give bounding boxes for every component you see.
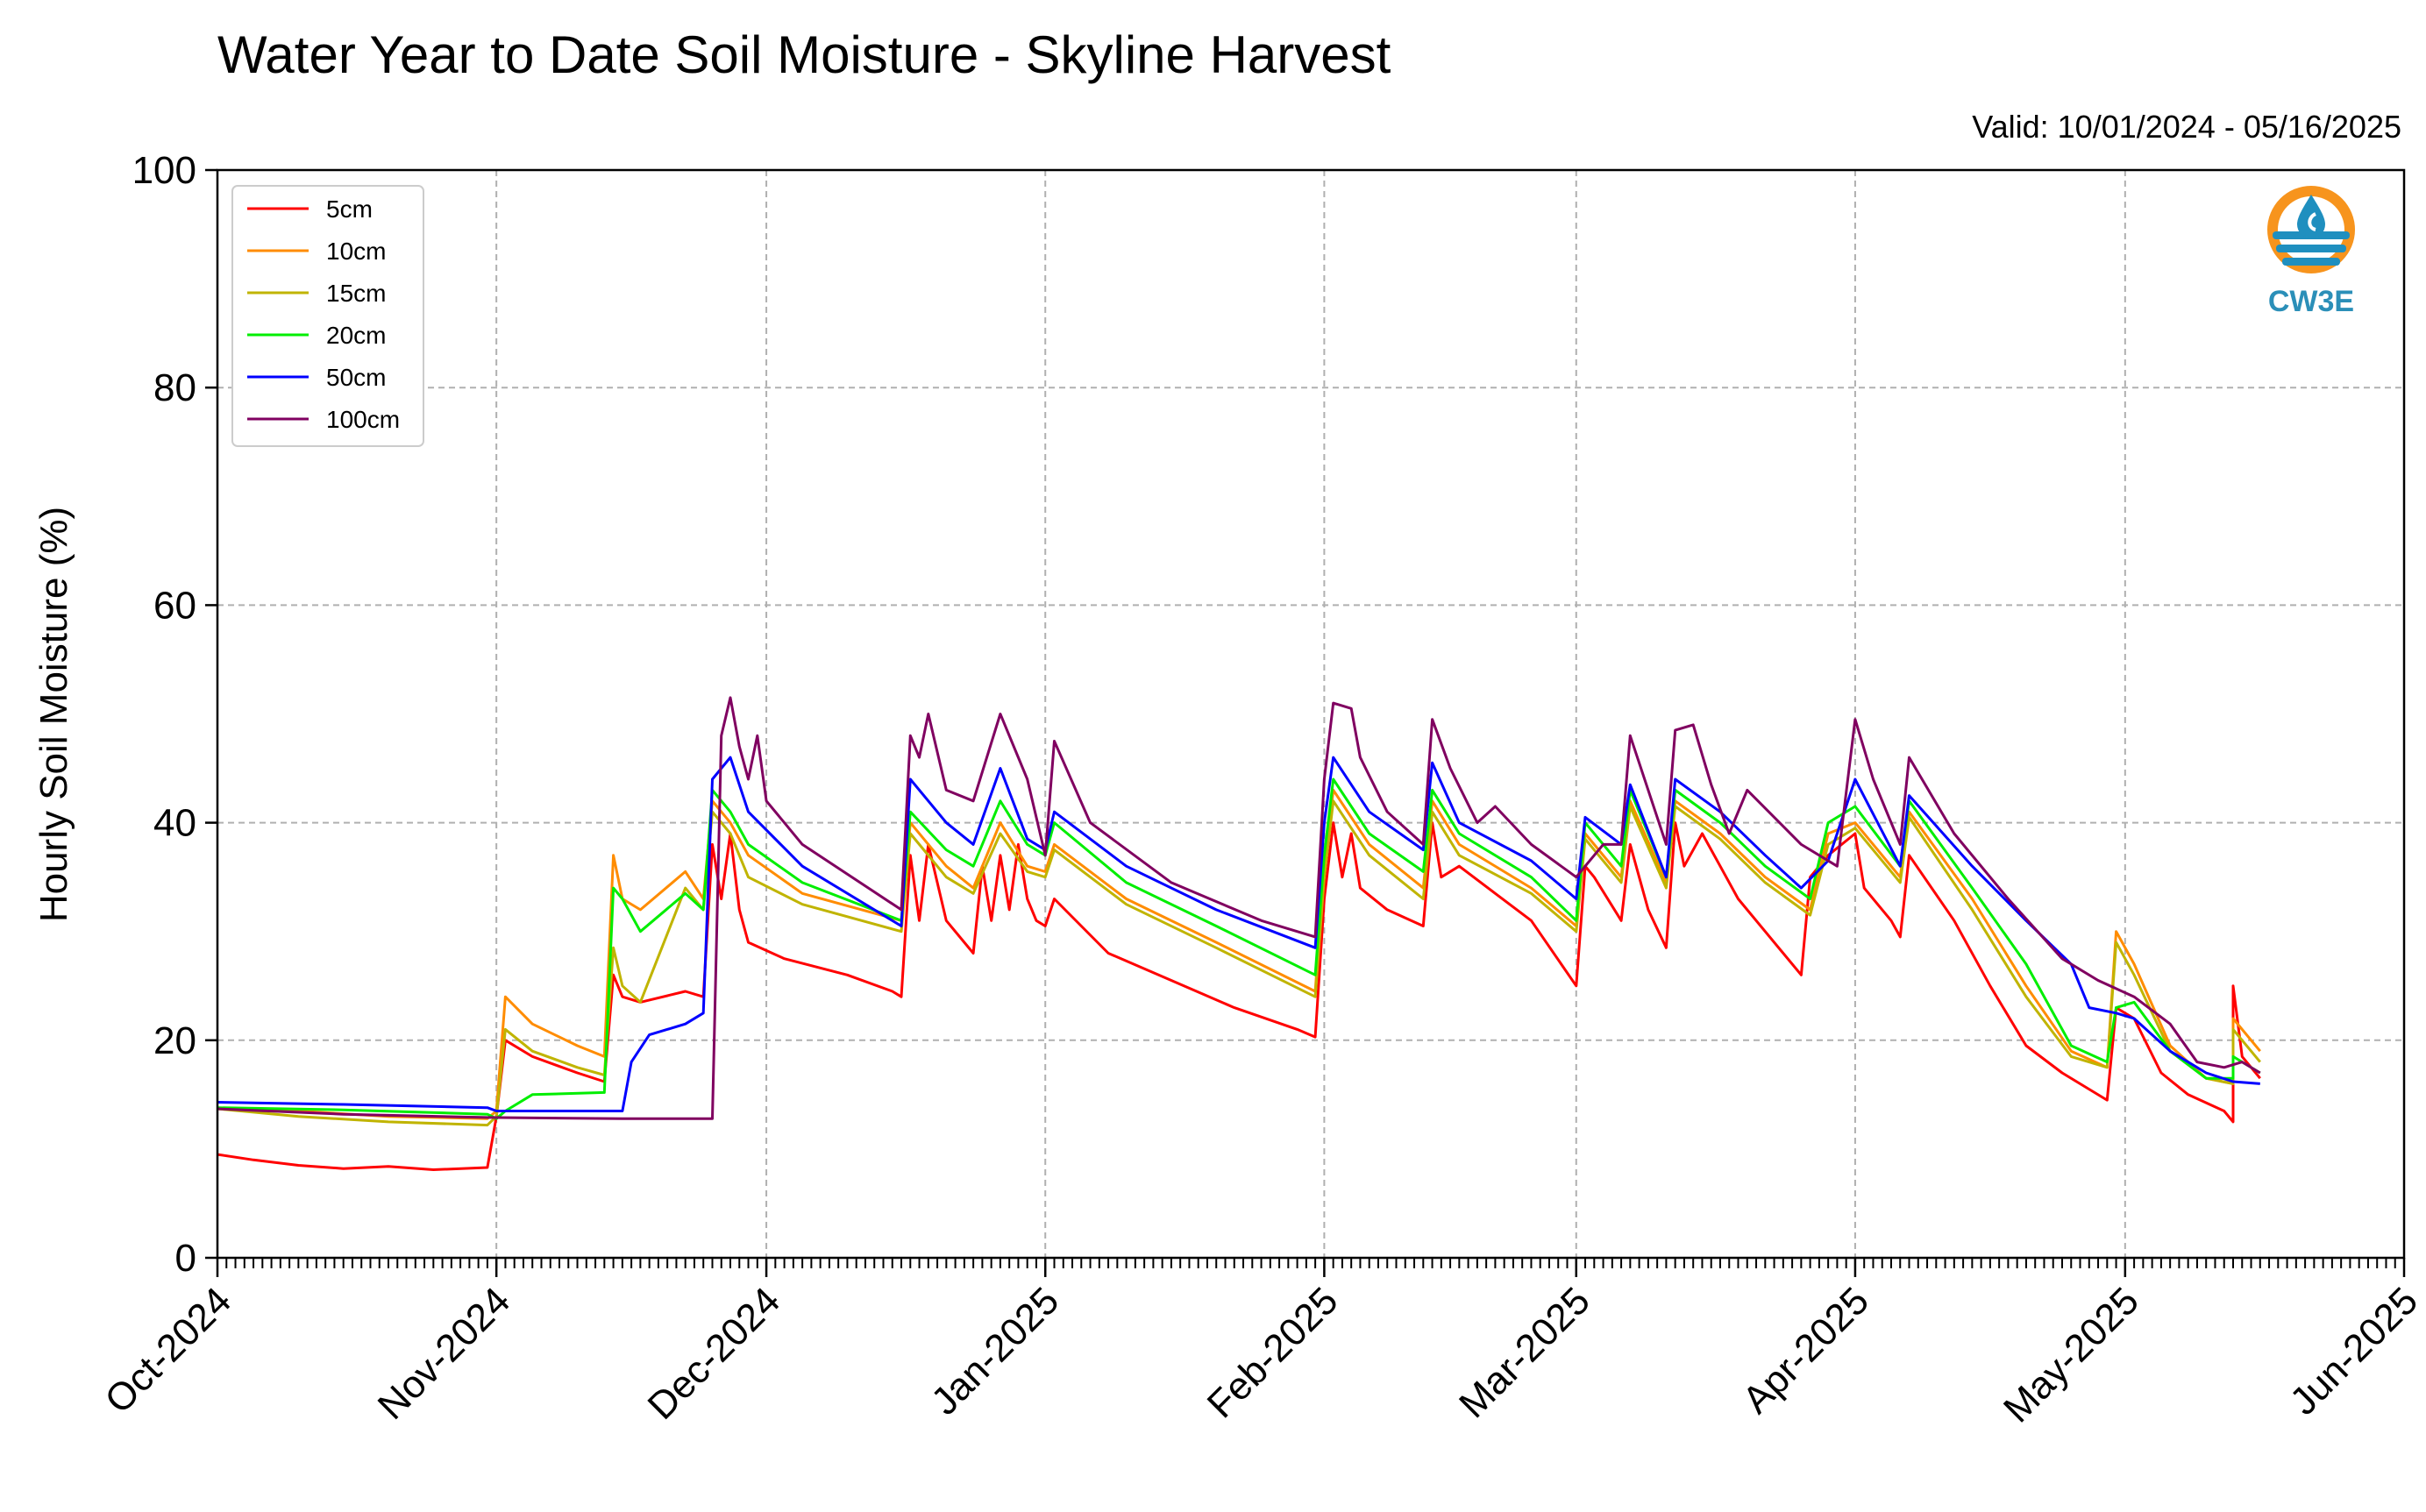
y-tick-label: 100 bbox=[132, 149, 196, 192]
x-tick-label: Mar-2025 bbox=[1451, 1279, 1598, 1426]
x-tick-label: Nov-2024 bbox=[370, 1279, 519, 1428]
x-tick-label: Jan-2025 bbox=[923, 1279, 1067, 1423]
legend: 5cm 10cm 15cm 20cm 50cm 100cm bbox=[231, 185, 424, 447]
legend-label-20cm: 20cm bbox=[326, 322, 386, 349]
legend-label-50cm: 50cm bbox=[326, 364, 386, 391]
axes: 0 20 40 60 80 100 Oct-2024 Nov-2024 Dec-2024 Jan-… bbox=[96, 149, 2426, 1430]
series-lines bbox=[217, 696, 2261, 1171]
y-tick-label: 0 bbox=[175, 1237, 196, 1280]
series-line-5cm bbox=[217, 821, 2261, 1171]
x-tick-label: Jun-2025 bbox=[2282, 1279, 2426, 1423]
y-tick-label: 80 bbox=[153, 366, 196, 409]
plot-area-frame bbox=[216, 168, 2406, 1260]
logo-drop-swirl bbox=[2308, 212, 2317, 231]
logo-water-wave-2 bbox=[2276, 245, 2346, 252]
legend-items: 5cm 10cm 15cm 20cm 50cm 100cm bbox=[247, 195, 400, 433]
legend-label-100cm: 100cm bbox=[326, 406, 400, 433]
x-tick-label: Oct-2024 bbox=[96, 1279, 239, 1422]
y-tick-label: 60 bbox=[153, 584, 196, 627]
legend-label-5cm: 5cm bbox=[326, 195, 373, 223]
logo-water-wave-3 bbox=[2282, 258, 2340, 266]
series-line-15cm bbox=[217, 799, 2261, 1127]
series-line-10cm bbox=[217, 788, 2261, 1120]
series-line-100cm bbox=[217, 696, 2261, 1120]
y-tick-label: 40 bbox=[153, 802, 196, 845]
x-tick-label: Feb-2025 bbox=[1199, 1279, 1347, 1426]
legend-label-10cm: 10cm bbox=[326, 238, 386, 265]
series-line-20cm bbox=[217, 777, 2261, 1120]
chart-subtitle: Valid: 10/01/2024 - 05/16/2025 bbox=[1972, 109, 2401, 145]
y-axis-label: Hourly Soil Moisture (%) bbox=[32, 507, 75, 922]
series-line-50cm bbox=[217, 756, 2260, 1112]
x-tick-label: Apr-2025 bbox=[1734, 1279, 1877, 1422]
cw3e-logo: CW3E bbox=[2267, 186, 2355, 318]
chart-title: Water Year to Date Soil Moisture - Skyli… bbox=[217, 25, 1391, 84]
legend-label-15cm: 15cm bbox=[326, 280, 386, 307]
y-tick-label: 20 bbox=[153, 1019, 196, 1062]
x-tick-label: Dec-2024 bbox=[640, 1279, 789, 1428]
x-tick-label: May-2025 bbox=[1996, 1279, 2147, 1430]
logo-text: CW3E bbox=[2268, 285, 2354, 318]
